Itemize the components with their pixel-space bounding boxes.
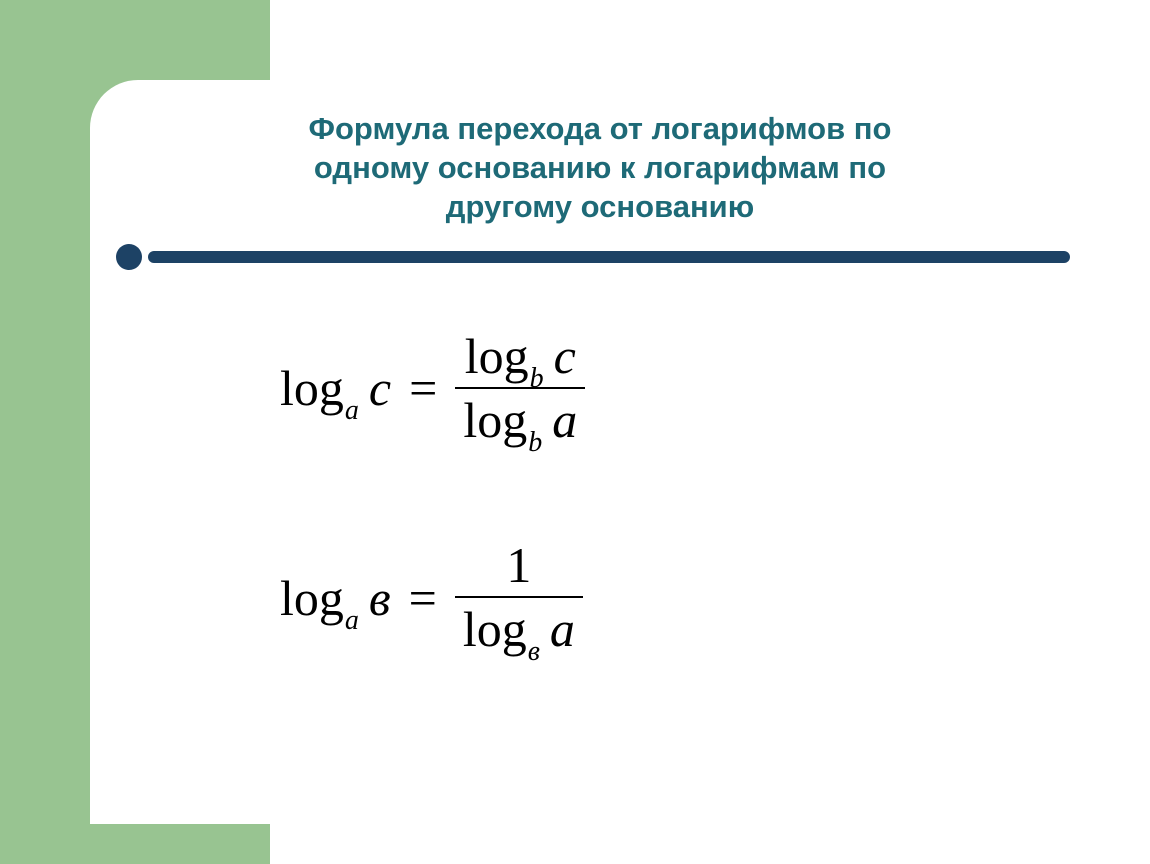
formula1-fraction: logb c logb a: [455, 325, 585, 451]
slide-title: Формула перехода от логарифмов по одному…: [90, 80, 1110, 244]
formula-reciprocal: loga в = 1 logв a: [280, 536, 1110, 660]
formula-area: loga c = logb c logb a loga в =: [90, 270, 1110, 660]
slide-content: Формула перехода от логарифмов по одному…: [90, 80, 1110, 824]
title-line-2: одному основанию к логарифмам по: [314, 150, 886, 185]
title-line-3: другому основанию: [446, 189, 754, 224]
formula2-denominator: logв a: [455, 598, 583, 660]
formula2-numerator: 1: [492, 536, 545, 596]
divider-dot: [116, 244, 142, 270]
formula1-numerator: logb c: [457, 325, 584, 387]
formula1-lhs: loga c: [280, 359, 391, 417]
title-line-1: Формула перехода от логарифмов по: [309, 111, 892, 146]
divider-line: [148, 251, 1070, 263]
title-divider: [90, 244, 1110, 270]
formula2-fraction: 1 logв a: [455, 536, 583, 660]
formula-change-of-base: loga c = logb c logb a: [280, 325, 1110, 451]
equals-sign: =: [409, 569, 437, 627]
equals-sign: =: [409, 359, 437, 417]
formula2-lhs: loga в: [280, 569, 391, 627]
formula1-denominator: logb a: [455, 389, 585, 451]
